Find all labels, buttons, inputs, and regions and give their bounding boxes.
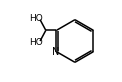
Text: HO: HO xyxy=(29,38,43,47)
Text: N: N xyxy=(52,47,60,57)
Text: HO: HO xyxy=(29,14,43,23)
